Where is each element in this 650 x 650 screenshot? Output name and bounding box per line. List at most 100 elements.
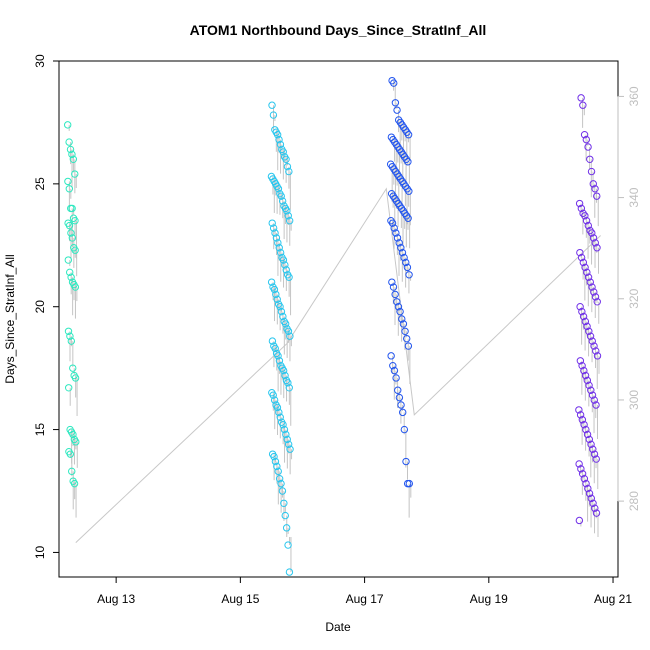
data-point	[393, 298, 401, 306]
data-point	[284, 440, 293, 449]
points-layer	[63, 76, 602, 576]
data-point	[277, 307, 286, 316]
data-point	[399, 320, 408, 328]
data-point	[392, 229, 400, 237]
y2-tick-label: 360	[627, 86, 641, 106]
data-point	[583, 322, 591, 331]
data-point	[393, 106, 401, 114]
data-point	[68, 150, 76, 159]
x-tick-label: Aug 21	[594, 592, 632, 606]
data-point	[577, 204, 586, 213]
data-point	[390, 366, 399, 375]
data-point	[273, 295, 281, 304]
data-point	[585, 327, 593, 335]
data-point	[272, 234, 281, 242]
data-point	[593, 192, 601, 200]
data-point	[397, 401, 405, 409]
data-point	[269, 391, 277, 399]
data-point	[580, 366, 588, 375]
data-point	[590, 288, 598, 296]
data-point	[71, 246, 79, 254]
data-point	[283, 435, 291, 444]
data-point	[281, 511, 289, 520]
data-point	[398, 315, 406, 323]
data-point	[273, 131, 282, 139]
data-point	[589, 180, 597, 188]
data-point	[68, 467, 76, 476]
y-tick-label: 25	[33, 177, 47, 191]
data-point	[392, 374, 400, 382]
data-point	[589, 499, 597, 507]
data-point	[68, 234, 77, 242]
data-point	[284, 379, 292, 387]
data-point	[71, 374, 80, 382]
data-point	[405, 479, 414, 488]
data-point	[588, 283, 596, 291]
data-point	[391, 99, 400, 107]
data-point	[67, 273, 75, 281]
data-point	[391, 290, 399, 299]
data-point	[587, 167, 596, 176]
data-point	[587, 440, 595, 449]
data-point	[582, 135, 591, 144]
data-point	[585, 489, 594, 498]
data-point	[282, 430, 290, 439]
data-point	[66, 450, 75, 458]
data-point	[66, 332, 74, 340]
data-point	[72, 438, 80, 446]
data-point	[581, 263, 589, 272]
data-point	[268, 337, 277, 345]
data-point	[591, 504, 599, 512]
data-point	[389, 283, 398, 291]
data-point	[281, 261, 289, 269]
data-point	[274, 352, 282, 360]
data-point	[592, 401, 600, 409]
y2-tick-label: 300	[627, 390, 641, 410]
plot-frame	[58, 60, 619, 578]
data-point	[273, 462, 281, 471]
data-point	[388, 278, 396, 286]
data-point	[583, 376, 592, 385]
data-point	[581, 371, 590, 380]
data-point	[69, 430, 77, 439]
data-point	[271, 457, 280, 466]
data-point	[578, 416, 587, 424]
data-point	[278, 197, 287, 205]
data-point	[401, 327, 409, 335]
trend-layer	[75, 187, 601, 543]
y-tick-label: 30	[33, 54, 47, 68]
data-point	[591, 239, 599, 247]
data-point	[285, 568, 294, 576]
data-point	[578, 470, 587, 478]
data-point	[404, 342, 413, 350]
data-point	[397, 244, 405, 252]
data-point	[576, 411, 585, 419]
data-point	[589, 445, 597, 453]
data-point	[273, 403, 282, 412]
data-point	[575, 199, 584, 208]
data-point	[580, 475, 589, 483]
data-point	[578, 307, 586, 316]
data-point	[579, 312, 588, 321]
data-point	[577, 465, 585, 473]
data-point	[590, 450, 599, 458]
data-point	[389, 361, 397, 370]
data-point	[584, 143, 592, 151]
data-point	[280, 499, 288, 507]
data-point	[66, 268, 74, 277]
y-tick-label: 20	[33, 300, 47, 314]
trend-line	[75, 187, 601, 543]
x-axis: Aug 13 Aug 15 Aug 17 Aug 19 Aug 21	[97, 576, 632, 606]
data-point	[395, 393, 404, 402]
data-point	[403, 334, 411, 343]
data-point	[280, 425, 289, 434]
data-point	[283, 207, 291, 215]
data-point	[274, 185, 283, 193]
data-point	[405, 187, 413, 195]
data-point	[281, 371, 289, 380]
data-point	[582, 479, 590, 488]
data-point	[66, 145, 75, 154]
data-point	[275, 408, 283, 417]
data-point	[402, 258, 410, 267]
